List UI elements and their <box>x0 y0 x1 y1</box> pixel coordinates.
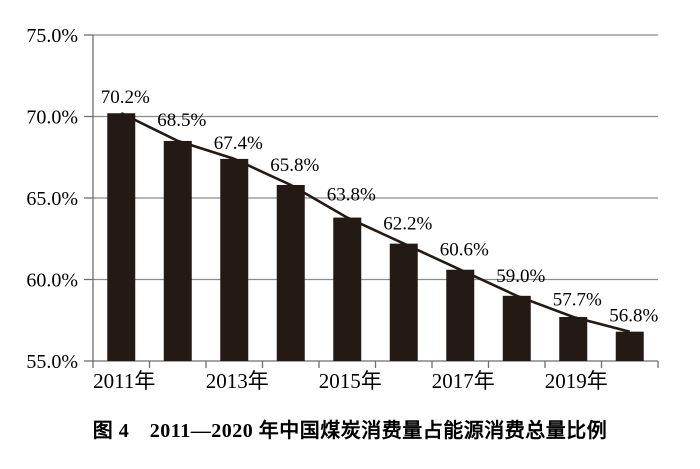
y-axis-tick-label: 65.0% <box>26 188 78 210</box>
bar <box>276 184 305 361</box>
x-axis-tick-label: 2019年 <box>545 369 608 393</box>
bar <box>615 331 644 361</box>
y-axis-tick-label: 75.0% <box>26 25 78 47</box>
x-axis-tick-label: 2011年 <box>93 369 155 393</box>
bar <box>333 217 362 361</box>
bar-value-label: 65.8% <box>270 155 319 176</box>
bar-value-label: 62.2% <box>383 214 432 235</box>
trend-line <box>120 112 631 333</box>
bar-value-label: 57.7% <box>553 289 602 310</box>
bar <box>559 316 588 361</box>
bar-value-label: 68.5% <box>157 110 206 131</box>
bar-value-label: 63.8% <box>327 184 376 205</box>
bar-value-label: 70.2% <box>101 87 150 108</box>
bar <box>502 295 531 361</box>
bar <box>220 158 249 361</box>
bar <box>163 140 192 361</box>
coal-consumption-share-chart: 75.0% 70.0% 65.0% 60.0% 55.0% 70.2% 68.5% 67.4%… <box>26 25 659 393</box>
y-axis-tick-label: 60.0% <box>26 270 78 292</box>
bar-value-label: 60.6% <box>440 240 489 261</box>
figure-caption: 图 4 2011—2020 年中国煤炭消费量占能源消费总量比例 <box>92 420 608 442</box>
y-axis-tick-label: 55.0% <box>26 351 78 373</box>
bar <box>446 269 475 361</box>
x-axis-tick-label: 2013年 <box>206 369 269 393</box>
bar <box>389 243 418 361</box>
x-axis-tick-label: 2017年 <box>432 369 495 393</box>
y-axis-tick-label: 70.0% <box>26 107 78 129</box>
bar-value-label: 59.0% <box>496 266 545 287</box>
bar-value-label: 56.8% <box>609 306 658 327</box>
bar-value-label: 67.4% <box>214 133 263 154</box>
bar <box>107 113 136 362</box>
x-axis-tick-label: 2015年 <box>319 369 382 393</box>
